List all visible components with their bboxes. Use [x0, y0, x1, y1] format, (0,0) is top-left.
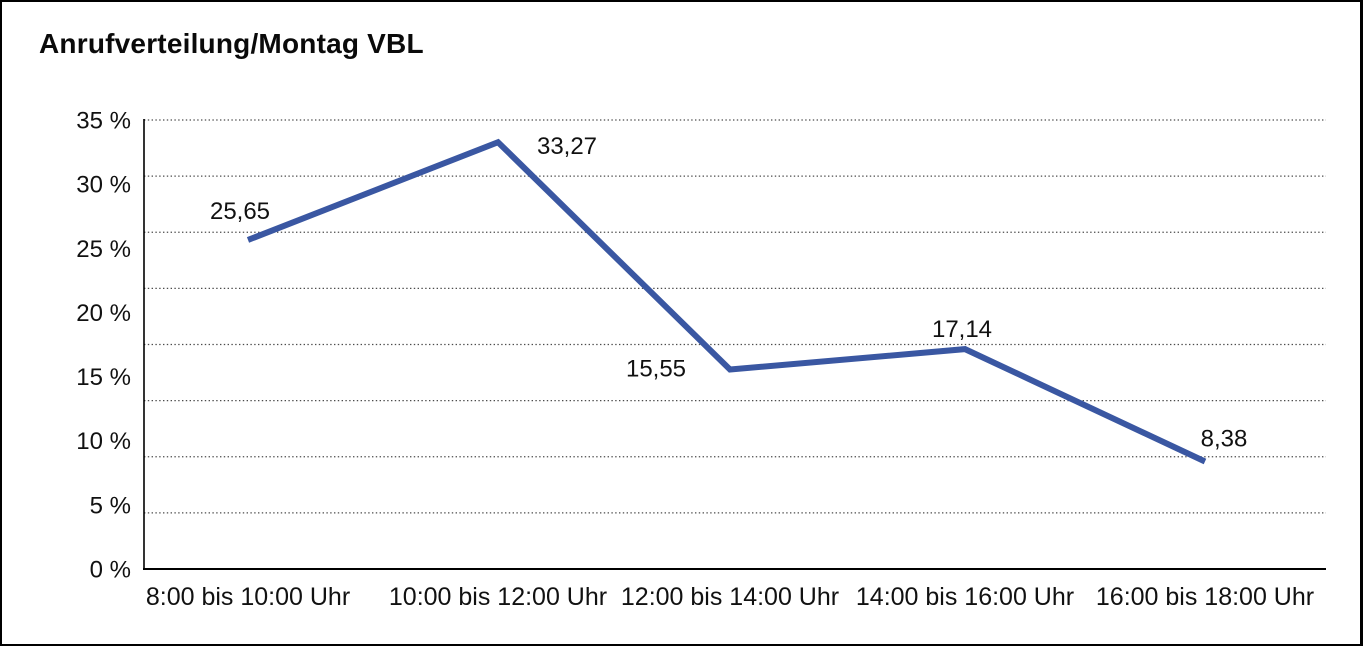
series-line [246, 138, 1207, 465]
y-tick-label: 30 % [76, 172, 131, 199]
data-label: 33,27 [537, 133, 597, 160]
x-tick-label: 12:00 bis 14:00 Uhr [621, 583, 839, 611]
data-label: 17,14 [932, 316, 992, 343]
x-tick-label: 8:00 bis 10:00 Uhr [146, 583, 350, 611]
y-tick-label: 20 % [76, 300, 131, 327]
x-tick-label: 10:00 bis 12:00 Uhr [389, 583, 607, 611]
chart-title: Anrufverteilung/Montag VBL [39, 28, 424, 59]
y-tick-label: 15 % [76, 364, 131, 391]
data-label: 25,65 [210, 198, 270, 225]
y-tick-label: 10 % [76, 428, 131, 455]
y-tick-label: 25 % [76, 236, 131, 263]
y-tick-label: 35 % [76, 108, 131, 135]
data-label: 15,55 [626, 356, 686, 383]
y-tick-label: 0 % [90, 557, 131, 584]
y-tick-label: 5 % [90, 492, 131, 519]
data-label: 8,38 [1201, 425, 1248, 452]
x-tick-label: 14:00 bis 16:00 Uhr [856, 583, 1074, 611]
x-tick-label: 16:00 bis 18:00 Uhr [1096, 583, 1314, 611]
